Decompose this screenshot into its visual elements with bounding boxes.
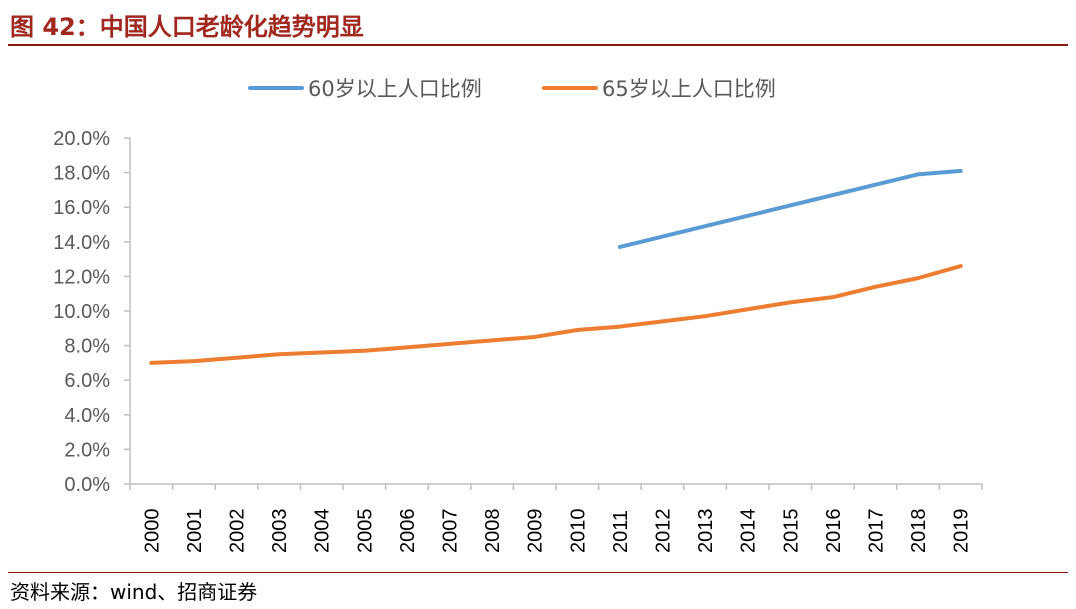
x-tick-label: 2004: [312, 509, 334, 554]
y-tick-label: 10.0%: [53, 301, 110, 323]
x-tick-label: 2009: [525, 509, 547, 554]
y-tick-label: 12.0%: [53, 266, 110, 288]
x-tick-label: 2018: [908, 509, 930, 554]
series-line-1: [617, 168, 963, 249]
series-layer: [149, 168, 963, 365]
x-tick-label: 2002: [227, 509, 249, 554]
x-tick-label: 2013: [695, 509, 717, 554]
x-tick-label: 2011: [610, 510, 632, 553]
x-tick-label: 2008: [482, 509, 504, 553]
y-tick-label: 14.0%: [53, 232, 110, 254]
figure-title: 图 42：中国人口老龄化趋势明显: [10, 13, 364, 41]
y-tick-label: 20.0%: [53, 128, 110, 150]
x-axis: 2000 2001 2002 2003 2004 2005 2006 2007 2008 2009…: [129, 483, 983, 554]
x-tick-label: 2006: [397, 509, 419, 554]
x-tick-label: 2003: [269, 509, 291, 554]
source-note: 资料来源：wind、招商证券: [10, 580, 258, 604]
y-tick-label: 16.0%: [53, 197, 110, 219]
y-axis: 0.0% 2.0% 4.0% 6.0% 8.0% 10.0% 12.0% 14.0% 16.0%…: [53, 128, 131, 496]
series-line-2: [149, 264, 963, 365]
y-tick-label: 8.0%: [64, 336, 110, 358]
x-tick-label: 2014: [738, 509, 760, 554]
x-tick-label: 2005: [354, 509, 376, 554]
title-rule: [8, 44, 1068, 46]
x-tick-label: 2016: [823, 509, 845, 554]
y-tick-label: 0.0%: [64, 474, 110, 496]
x-tick-label: 2001: [184, 509, 206, 554]
x-tick-label: 2017: [866, 509, 888, 554]
y-tick-label: 18.0%: [53, 163, 110, 185]
x-tick-label: 2015: [780, 509, 802, 554]
x-tick-label: 2019: [951, 509, 973, 554]
x-tick-label: 2007: [440, 509, 462, 554]
y-tick-label: 4.0%: [64, 405, 110, 427]
x-tick-label: 2000: [141, 509, 163, 554]
legend: 60岁以上人口比例 65岁以上人口比例: [248, 77, 776, 101]
legend-label-2: 65岁以上人口比例: [602, 77, 776, 101]
x-tick-label: 2012: [653, 509, 675, 554]
y-tick-label: 6.0%: [64, 370, 110, 392]
x-tick-label: 2010: [567, 509, 589, 554]
y-tick-label: 2.0%: [64, 439, 110, 461]
legend-label-1: 60岁以上人口比例: [308, 77, 482, 101]
source-rule: [8, 572, 1068, 573]
